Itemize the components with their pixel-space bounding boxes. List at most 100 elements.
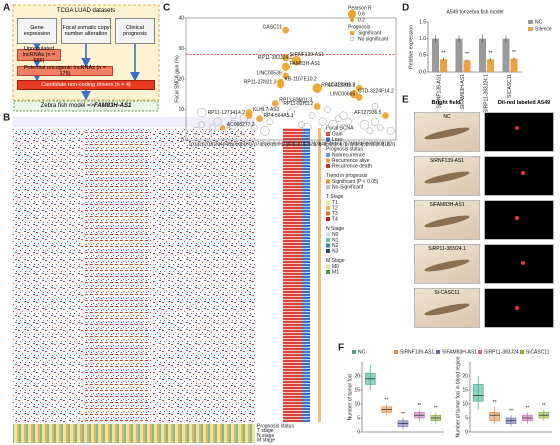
y-tick-label: 20 [462, 373, 468, 379]
y-tick-label: 1.0 [419, 36, 426, 42]
potential-box: Potential oncogenic lncRNAs (n = 175) [17, 65, 113, 77]
fluorescence-image [484, 156, 554, 196]
column-header: Bright field [431, 100, 461, 106]
legend-label: SiRNF139-AS1 [400, 349, 434, 355]
bright-field-image [414, 156, 480, 196]
source-box: Focal somatic copy number alteration [61, 18, 111, 44]
source-box: Gene expression [17, 18, 57, 44]
legend-label: 0.2 [358, 17, 365, 23]
x-tick-label: 9q [278, 141, 284, 147]
point-label: RP11-81H3.2 [283, 101, 313, 107]
x-tick-label: 19p [360, 141, 369, 147]
legend-title: Trend in prognosis [326, 173, 368, 179]
track-label: M stage [257, 438, 275, 444]
legend-label: Significant (P < 0.05) [332, 179, 379, 185]
x-tick-label: SIRP11-383J24.1 [483, 74, 489, 113]
legend-swatch [326, 185, 330, 189]
y-axis-label: Number of tumor foci in blood region [455, 356, 461, 437]
x-tick-label: 19q [366, 141, 375, 147]
significance: ** [542, 403, 546, 409]
point [224, 127, 232, 135]
significance: ** [434, 406, 438, 412]
panel-label: C [163, 3, 170, 14]
legend-title: T Stage [326, 194, 344, 200]
point-label: RP4-564A5.1 [264, 113, 294, 119]
row-label: SiRNF139-AS1 [429, 158, 465, 164]
legend-label: N2 [332, 243, 339, 249]
x-tick-label: 6p [241, 141, 247, 147]
y-tick-label: 20 [354, 373, 360, 379]
point [282, 53, 290, 62]
point-label: CTD-3224F14.2 [358, 89, 394, 95]
legend-label: T4 [332, 216, 338, 222]
point-label: RP11-383J24.1 [258, 55, 293, 61]
point [359, 120, 370, 130]
x-tick-label: 3q [215, 141, 221, 147]
legend-title: Pearson R [348, 5, 372, 11]
tumor-focus [521, 171, 525, 175]
track-label: Prognosis status [257, 423, 294, 429]
x-tick-label: 2p [199, 141, 205, 147]
x-tick-label: 11p [292, 141, 300, 147]
x-tick-label: 18q [355, 141, 364, 147]
legend-label: 0.6 [358, 11, 365, 17]
y-tick-label: 15 [462, 387, 468, 393]
point-label: FAM83H-AS1 [290, 61, 321, 67]
x-tick-label: 12q [308, 141, 317, 147]
bar [487, 59, 494, 72]
significance: ** [442, 51, 446, 57]
legend-swatch [349, 30, 355, 36]
legend-swatch [326, 158, 330, 163]
track-label: T stage [257, 428, 274, 434]
significance: ** [512, 50, 516, 56]
y-tick-label: 0 [181, 137, 184, 143]
tumor-focus [521, 261, 525, 265]
point [355, 93, 363, 101]
point [339, 123, 348, 132]
bar [510, 58, 518, 72]
x-tick-label: 12p [303, 141, 312, 147]
legend-label: T1 [332, 200, 338, 206]
point [235, 130, 242, 138]
legend-label: NC [535, 19, 543, 25]
point-label: LINC00536 [256, 70, 282, 76]
legend-swatch [326, 153, 330, 157]
x-tick-label: 21q [381, 141, 390, 147]
legend-swatch [326, 232, 330, 237]
legend-label: SiCASC11 [526, 349, 550, 355]
point [334, 115, 342, 123]
box [472, 384, 484, 402]
x-tick-label: 17q [345, 141, 354, 147]
legend-size [350, 18, 354, 22]
bar [463, 60, 471, 72]
legend-swatch [326, 264, 330, 269]
heatmap-block [152, 127, 256, 423]
significance: ** [465, 52, 469, 58]
point [312, 83, 322, 93]
significance: ** [525, 406, 529, 412]
point-label: KB-1107E10.2 [285, 76, 317, 82]
y-tick-label: 5 [465, 415, 468, 421]
candidate-box: Candidate non-coding drivers (n = 4) [17, 80, 155, 90]
legend-swatch [394, 350, 398, 354]
y-tick-label: 5 [357, 415, 360, 421]
legend-swatch [326, 200, 330, 205]
x-tick-label: SIFAM83H-AS1 [460, 74, 466, 110]
y-tick-label: 10 [178, 107, 184, 113]
x-tick-label: 15q [324, 141, 333, 147]
legend-swatch [478, 350, 482, 354]
point [192, 126, 201, 135]
x-tick-label: SIRNF139-AS1 [436, 74, 442, 109]
legend-swatch [528, 27, 533, 31]
legend-swatch [352, 350, 356, 354]
clinical-tracks [13, 424, 255, 443]
y-tick-label: 1.5 [419, 19, 426, 25]
legend-swatch [326, 179, 330, 184]
legend-title: Prognosis status [326, 146, 363, 152]
legend-size [348, 10, 356, 18]
legend-label: Recurrence alive [332, 158, 370, 164]
legend-swatch [349, 36, 355, 42]
legend-label: SiFAM83H-AS1 [442, 349, 477, 355]
point [328, 120, 338, 130]
panel-label: F [338, 343, 344, 354]
